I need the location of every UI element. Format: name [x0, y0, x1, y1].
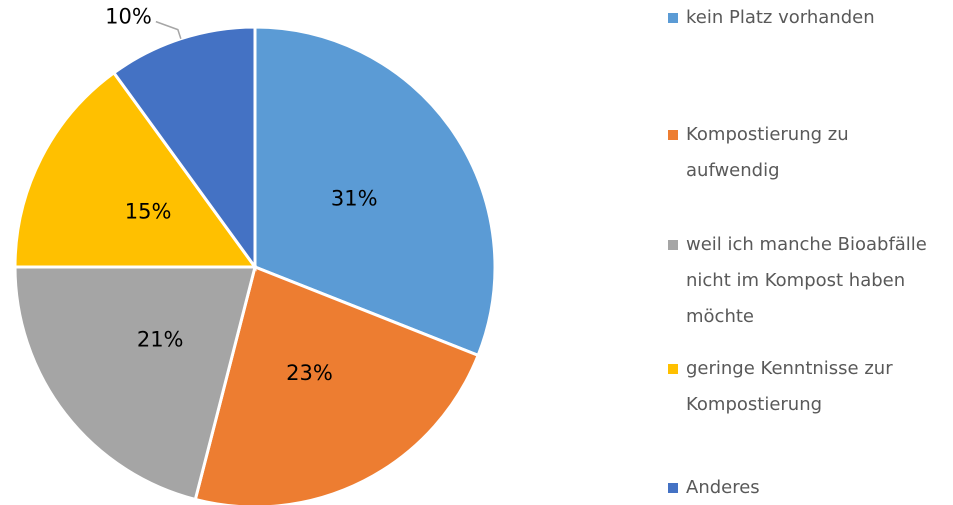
legend-item: weil ich manche Bioabfälle nicht im Komp… — [668, 227, 938, 335]
legend-item: Kompostierung zu aufwendig — [668, 117, 938, 189]
data-label: 23% — [286, 361, 333, 385]
legend-label: geringe Kenntnisse zur Kompostierung — [686, 358, 893, 415]
legend-item: Anderes — [668, 470, 938, 505]
legend-swatch — [668, 483, 678, 493]
legend-label: Kompostierung zu aufwendig — [686, 124, 849, 181]
pie-slice — [13, 265, 257, 502]
data-label: 21% — [137, 328, 184, 352]
legend-swatch — [668, 364, 678, 374]
leader-line — [155, 20, 182, 39]
data-label: 10% — [105, 5, 152, 29]
data-label: 31% — [331, 187, 378, 211]
legend-swatch — [668, 240, 678, 250]
legend-label: kein Platz vorhanden — [686, 7, 875, 28]
legend-label: Anderes — [686, 477, 760, 498]
data-label: 15% — [125, 200, 172, 224]
legend-swatch — [668, 130, 678, 140]
pie-slice — [13, 70, 258, 269]
legend-label: weil ich manche Bioabfälle nicht im Komp… — [686, 234, 927, 327]
legend-item: kein Platz vorhanden — [668, 0, 938, 36]
legend-swatch — [668, 13, 678, 23]
pie-slice — [111, 25, 257, 272]
pie-slice — [253, 25, 497, 358]
pie-slice — [193, 264, 481, 505]
legend-item: geringe Kenntnisse zur Kompostierung — [668, 351, 938, 423]
